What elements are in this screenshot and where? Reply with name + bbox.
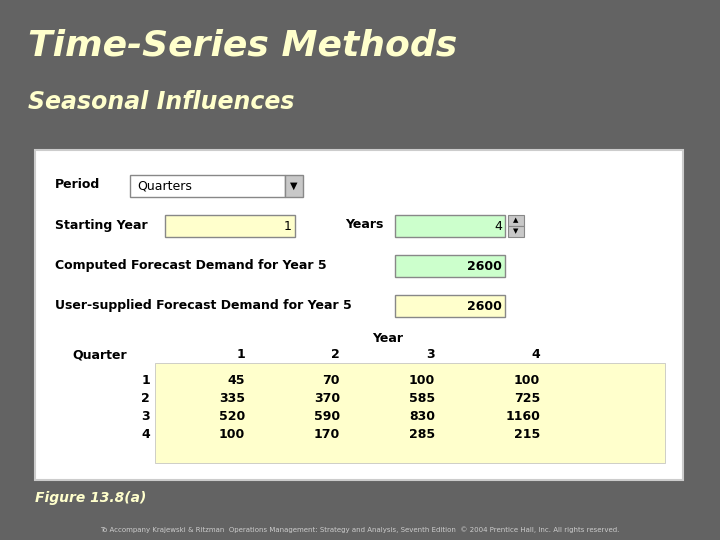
Text: 70: 70 xyxy=(323,374,340,387)
Text: 285: 285 xyxy=(409,428,435,441)
Text: 170: 170 xyxy=(314,428,340,441)
Text: 1160: 1160 xyxy=(505,409,540,422)
Text: 215: 215 xyxy=(514,428,540,441)
Text: Computed Forecast Demand for Year 5: Computed Forecast Demand for Year 5 xyxy=(55,259,327,272)
Bar xyxy=(508,226,524,237)
Text: ▲: ▲ xyxy=(513,217,518,223)
Text: Quarter: Quarter xyxy=(73,348,127,361)
Text: 4: 4 xyxy=(531,348,540,361)
Text: 520: 520 xyxy=(219,409,245,422)
Text: User-supplied Forecast Demand for Year 5: User-supplied Forecast Demand for Year 5 xyxy=(55,299,352,312)
Bar xyxy=(155,363,665,463)
Text: 3: 3 xyxy=(141,409,150,422)
Text: 335: 335 xyxy=(219,392,245,404)
Text: 3: 3 xyxy=(426,348,435,361)
Text: Period: Period xyxy=(55,179,100,192)
Text: Seasonal Influences: Seasonal Influences xyxy=(28,90,294,114)
Bar xyxy=(395,295,505,317)
Text: 590: 590 xyxy=(314,409,340,422)
Bar xyxy=(395,215,505,237)
Bar xyxy=(130,175,285,197)
Text: 4: 4 xyxy=(141,428,150,441)
Text: 100: 100 xyxy=(514,374,540,387)
Text: Year: Year xyxy=(372,332,403,345)
Text: ▼: ▼ xyxy=(290,181,298,191)
Bar xyxy=(165,215,295,237)
Text: 2600: 2600 xyxy=(467,300,502,313)
Text: 370: 370 xyxy=(314,392,340,404)
Text: Figure 13.8(a): Figure 13.8(a) xyxy=(35,491,146,505)
Text: Quarters: Quarters xyxy=(137,179,192,192)
Text: 2: 2 xyxy=(331,348,340,361)
Text: ▼: ▼ xyxy=(513,228,518,234)
Text: 2600: 2600 xyxy=(467,260,502,273)
Text: 585: 585 xyxy=(409,392,435,404)
Text: 830: 830 xyxy=(409,409,435,422)
Bar xyxy=(35,150,683,480)
Text: 45: 45 xyxy=(228,374,245,387)
Bar xyxy=(395,255,505,277)
Bar xyxy=(285,175,303,197)
Bar xyxy=(508,215,524,226)
Text: 2: 2 xyxy=(141,392,150,404)
Text: 725: 725 xyxy=(514,392,540,404)
Text: 100: 100 xyxy=(409,374,435,387)
Text: 1: 1 xyxy=(284,219,292,233)
Text: Years: Years xyxy=(345,219,383,232)
Text: To Accompany Krajewski & Ritzman  Operations Management: Strategy and Analysis, : To Accompany Krajewski & Ritzman Operati… xyxy=(100,526,620,534)
Text: Starting Year: Starting Year xyxy=(55,219,148,232)
Text: 1: 1 xyxy=(141,374,150,387)
Text: 100: 100 xyxy=(219,428,245,441)
Text: Time-Series Methods: Time-Series Methods xyxy=(28,28,457,62)
Text: 4: 4 xyxy=(494,219,502,233)
Text: 1: 1 xyxy=(236,348,245,361)
